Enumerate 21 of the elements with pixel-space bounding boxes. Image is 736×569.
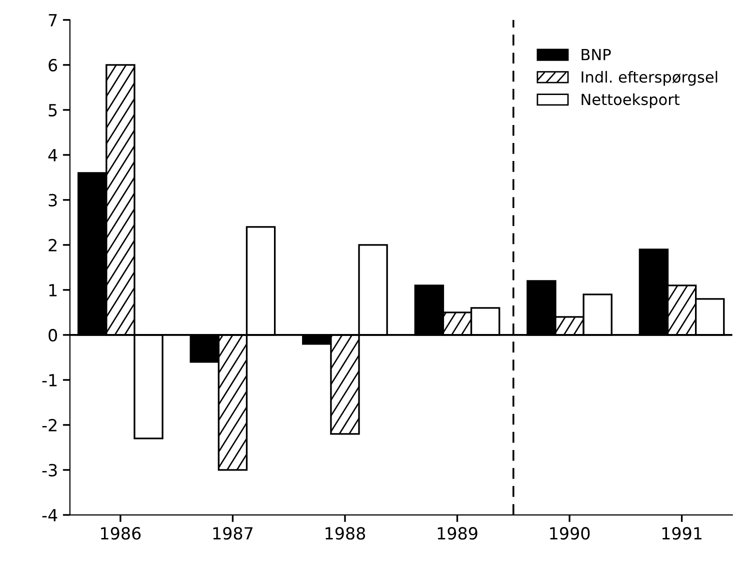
y-tick-label: -4 xyxy=(42,509,58,522)
y-tick-label: 2 xyxy=(48,238,56,252)
x-tick-label: 1986 xyxy=(101,527,141,540)
x-tick-label: 1989 xyxy=(438,527,478,540)
legend-label: Indl. efterspørgsel xyxy=(582,70,718,86)
x-tick-label: 1991 xyxy=(662,527,702,540)
y-tick-label: -1 xyxy=(42,374,57,386)
y-tick-label: 1 xyxy=(49,284,57,296)
y-tick-label: 4 xyxy=(48,149,58,162)
y-tick-label: -3 xyxy=(42,464,57,477)
x-tick-label: 1988 xyxy=(326,527,366,540)
y-tick-label: 5 xyxy=(48,104,57,116)
x-tick-label: 1987 xyxy=(213,527,252,540)
legend-label: Nettoeksport xyxy=(582,93,680,108)
legend-label: BNP xyxy=(582,48,611,60)
y-tick-label: 6 xyxy=(48,58,58,72)
y-tick-label: 7 xyxy=(48,14,57,26)
y-tick-label: -2 xyxy=(42,418,56,432)
x-tick-label: 1990 xyxy=(550,527,590,540)
y-tick-label: 3 xyxy=(48,194,57,206)
y-tick-label: 0 xyxy=(48,328,58,342)
